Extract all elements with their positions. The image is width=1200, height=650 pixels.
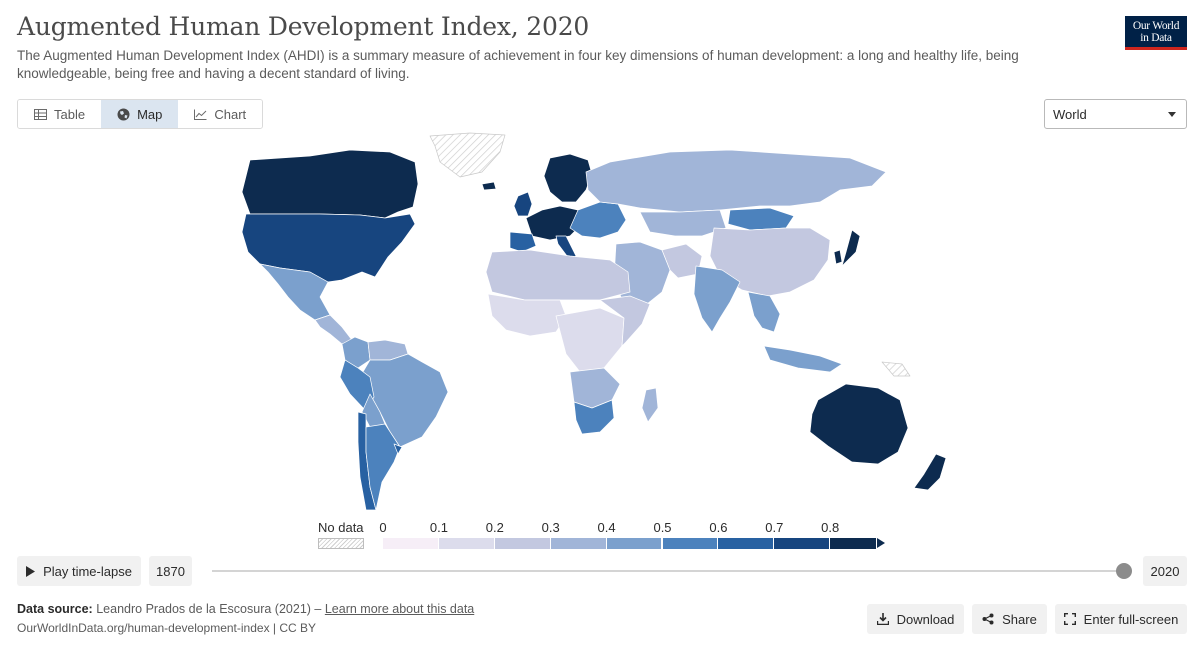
play-timelapse-button[interactable]: Play time-lapse (17, 556, 141, 586)
legend-color-bin (438, 538, 495, 549)
country-central-africa[interactable] (555, 307, 625, 373)
play-timelapse-label: Play time-lapse (43, 563, 132, 579)
legend-no-data-label: No data (318, 520, 364, 535)
country-japan[interactable] (841, 229, 861, 267)
fullscreen-button[interactable]: Enter full-screen (1055, 604, 1187, 634)
country-uruguay[interactable] (393, 443, 403, 455)
legend-color-bin (606, 538, 663, 549)
country-papua-new-guinea[interactable] (881, 361, 911, 377)
country-mongolia[interactable] (727, 207, 795, 231)
country-spain[interactable] (509, 231, 537, 253)
view-tabs: Table Map Chart (17, 99, 264, 129)
download-button[interactable]: Download (867, 604, 964, 634)
country-greenland[interactable] (429, 132, 506, 178)
tab-table[interactable]: Table (18, 100, 102, 128)
region-select-value: World (1053, 107, 1087, 122)
country-eastern-europe[interactable] (569, 201, 627, 239)
download-icon (876, 613, 889, 625)
country-united-kingdom[interactable] (513, 191, 533, 217)
tab-chart[interactable]: Chart (178, 100, 263, 128)
play-icon (26, 565, 36, 577)
country-india[interactable] (693, 265, 741, 333)
timeline-end-year[interactable]: 2020 (1143, 556, 1187, 586)
country-southeast-asia[interactable] (747, 291, 781, 333)
country-iceland[interactable] (481, 181, 497, 191)
legend-tick-label: 0.1 (429, 520, 448, 535)
timeline-slider-handle[interactable] (1116, 563, 1132, 579)
download-label: Download (896, 611, 955, 627)
country-north-africa[interactable] (485, 249, 631, 301)
country-argentina[interactable] (365, 423, 401, 511)
country-south-korea[interactable] (833, 249, 843, 265)
country-south-africa[interactable] (573, 399, 615, 435)
legend-color-bin (383, 538, 439, 549)
legend-color-bin (830, 538, 877, 549)
legend-tick-label: 0.8 (821, 520, 840, 535)
source-url: OurWorldInData.org/human-development-ind… (17, 621, 317, 635)
country-australia[interactable] (809, 383, 909, 465)
tab-chart-label: Chart (214, 106, 247, 122)
logo-line-1: Our World (1132, 20, 1180, 32)
country-nordic-countries[interactable] (543, 153, 593, 203)
legend-tick-label: 0.5 (653, 520, 672, 535)
legend-tick-label: 0.6 (709, 520, 728, 535)
country-new-zealand[interactable] (913, 453, 947, 491)
legend-tick-label: 0 (379, 520, 387, 535)
timeline-start-year[interactable]: 1870 (149, 556, 192, 586)
timeline-slider[interactable] (212, 570, 1124, 572)
country-central-america[interactable] (314, 314, 353, 345)
country-indonesia[interactable] (763, 345, 843, 373)
country-russia[interactable] (585, 149, 887, 213)
country-east-africa[interactable] (599, 295, 651, 347)
globe-icon (117, 108, 130, 120)
data-source-text: Leandro Prados de la Escosura (2021) – (96, 602, 322, 616)
country-madagascar[interactable] (641, 387, 659, 423)
tab-map-label: Map (137, 106, 163, 122)
chart-subtitle: The Augmented Human Development Index (A… (17, 48, 1019, 81)
region-select[interactable]: World (1044, 99, 1187, 129)
legend-arrow (877, 538, 885, 548)
legend-color-bin (662, 538, 719, 549)
legend-tick-label: 0.3 (541, 520, 560, 535)
legend-no-data-swatch (318, 538, 364, 549)
expand-icon (1063, 613, 1076, 625)
legend-color-bin (718, 538, 775, 549)
logo-line-2: in Data (1140, 32, 1172, 44)
country-west-africa[interactable] (487, 293, 567, 337)
legend-color-bin (494, 538, 551, 549)
legend-tick-label: 0.4 (597, 520, 616, 535)
table-icon (34, 108, 47, 120)
chevron-down-icon (1168, 112, 1176, 117)
share-button[interactable]: Share (972, 604, 1047, 634)
data-source-label: Data source: (17, 602, 93, 616)
tab-table-label: Table (54, 106, 86, 122)
world-map[interactable] (130, 132, 970, 512)
learn-more-link[interactable]: Learn more about this data (324, 602, 475, 616)
tab-map[interactable]: Map (101, 100, 179, 128)
owid-logo[interactable]: Our World in Data (1125, 16, 1187, 50)
fullscreen-label: Enter full-screen (1083, 611, 1179, 627)
share-label: Share (1002, 611, 1037, 627)
share-icon (982, 613, 994, 625)
country-canada[interactable] (241, 149, 419, 219)
legend-tick-label: 0.7 (765, 520, 784, 535)
chart-title: Augmented Human Development Index, 2020 (17, 12, 590, 41)
legend-tick-label: 0.2 (485, 520, 504, 535)
legend-color-bin (774, 538, 831, 549)
line-chart-icon (194, 109, 207, 120)
data-source: Data source: Leandro Prados de la Escosu… (17, 602, 474, 616)
legend-color-bin (550, 538, 607, 549)
